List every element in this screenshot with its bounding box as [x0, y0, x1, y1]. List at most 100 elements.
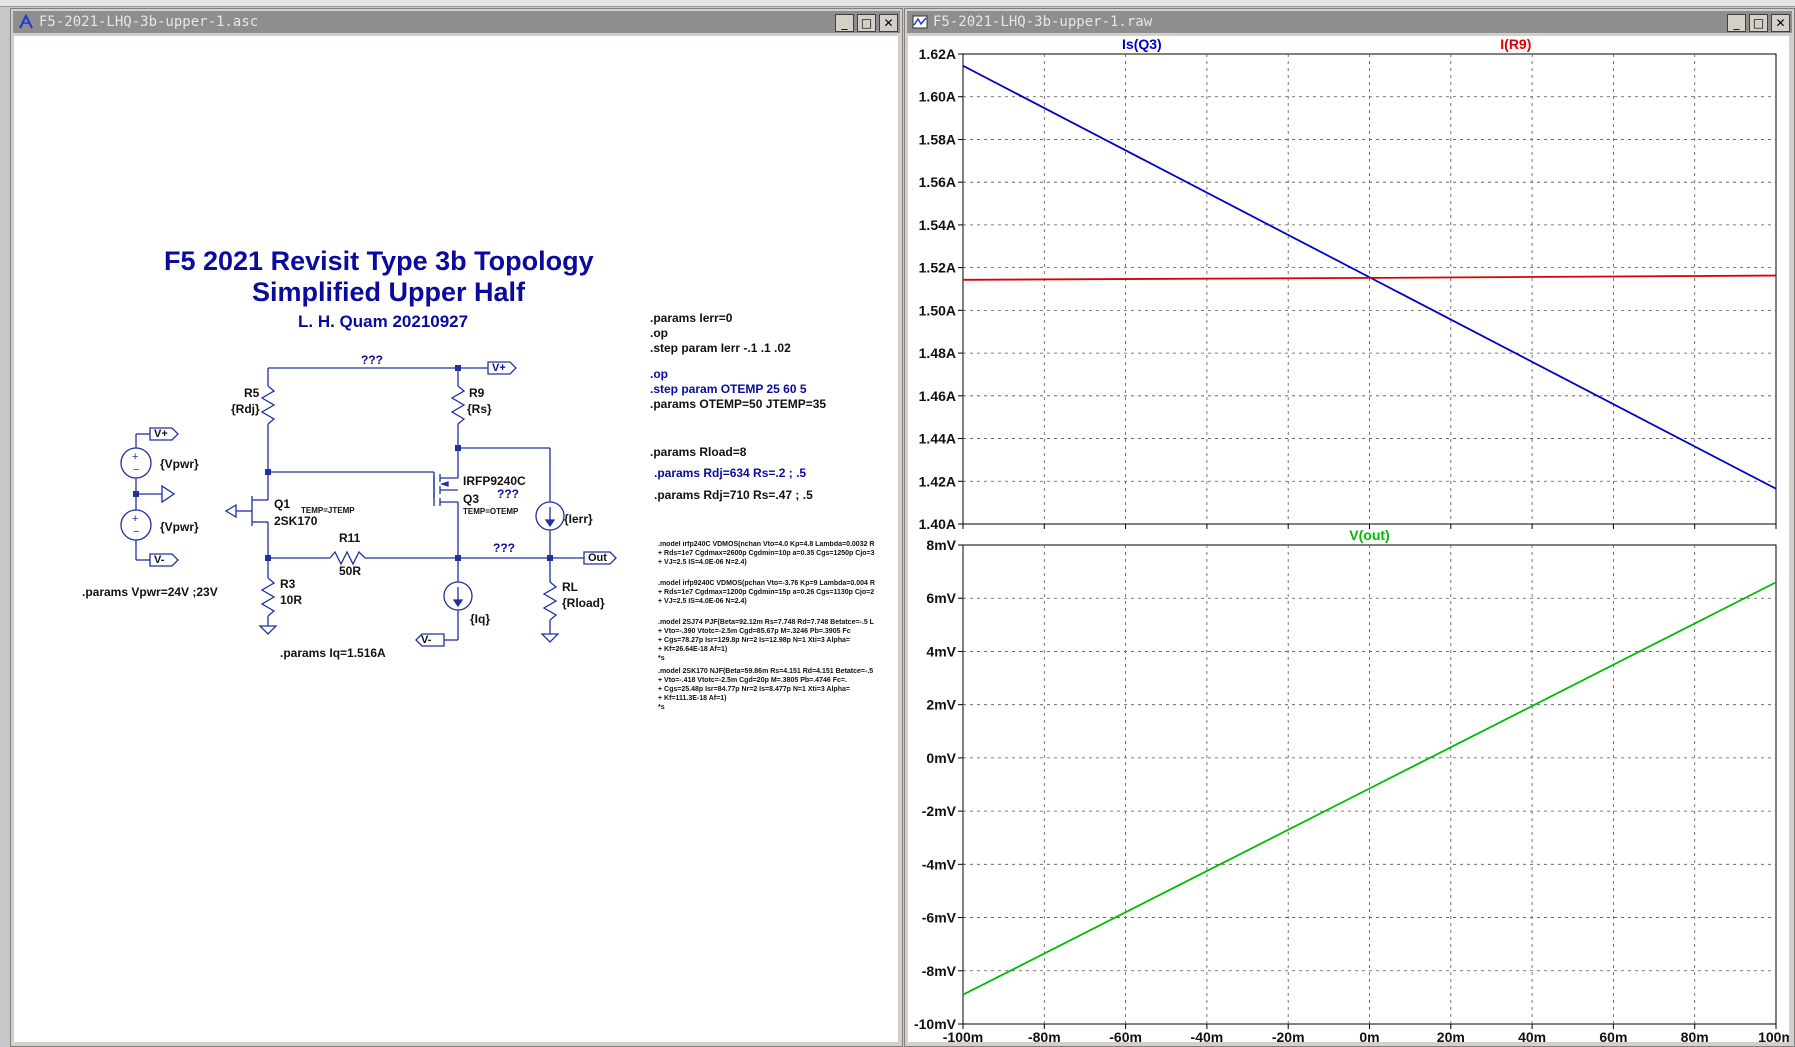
r5-name: R5	[244, 386, 260, 400]
ierr-value: {Ierr}	[564, 512, 593, 526]
y-tick-label: -6mV	[922, 910, 957, 926]
model-line: + VJ=2.5 IS=4.0E-06 N=2.4)	[658, 559, 747, 566]
r5-value: {Rdj}	[231, 402, 260, 416]
r3-name: R3	[280, 577, 296, 591]
model-line: .model irfp240C VDMOS(nchan Vto=4.0 Kp=4…	[658, 541, 875, 548]
schematic-window-title: F5-2021-LHQ-3b-upper-1.asc	[39, 14, 259, 30]
schematic-titlebar[interactable]: F5-2021-LHQ-3b-upper-1.asc _ □ ✕	[13, 11, 900, 33]
x-tick-label: 20m	[1437, 1029, 1465, 1042]
x-tick-label: 80m	[1681, 1029, 1709, 1042]
svg-text:+: +	[132, 513, 138, 525]
trace-label: I(R9)	[1500, 36, 1531, 52]
waveform-plot[interactable]: 1.40A 1.42A 1.44A 1.46A 1.48A 1.50A 1.52A 1.54A…	[908, 36, 1789, 1042]
x-tick-label: 40m	[1518, 1029, 1546, 1042]
x-tick-label: -40m	[1191, 1029, 1224, 1042]
model-line: + Kf=26.64E-18 Af=1)	[658, 646, 728, 653]
q3-name: Q3	[463, 492, 480, 506]
y-tick-label: 1.50A	[919, 302, 956, 318]
flag-vplus-label: V+	[492, 362, 506, 374]
x-tick-label: 60m	[1599, 1029, 1627, 1042]
model-line: + Cgs=78.27p Isr=129.8p Nr=2 Is=12.98p N…	[658, 637, 850, 644]
minimize-button[interactable]: _	[835, 14, 854, 32]
model-line: + Rds=1e7 Cgdmax=2600p Cgdmin=10p a=0.35…	[658, 550, 875, 557]
vpwr-directive: .params Vpwr=24V ;23V	[82, 585, 218, 599]
waveform-window: F5-2021-LHQ-3b-upper-1.raw _ □ ✕ 1.40A 1.…	[904, 8, 1795, 1047]
y-tick-label: 1.44A	[919, 431, 956, 447]
q3-temp: TEMP=OTEMP	[463, 507, 519, 516]
schematic-heading-line2: Simplified Upper Half	[252, 277, 526, 307]
iq-directive: .params Iq=1.516A	[280, 646, 386, 660]
r11-name: R11	[339, 531, 361, 545]
r9-resistor	[450, 385, 466, 425]
flag-out-label: Out	[588, 552, 607, 564]
unknown-label-out: ???	[493, 541, 515, 555]
op-directive-1: .op	[650, 326, 668, 340]
iq-value: {Iq}	[470, 612, 491, 626]
y-tick-label: -8mV	[922, 963, 957, 979]
unknown-label-top: ???	[361, 353, 383, 367]
model-definitions: .model irfp240C VDMOS(nchan Vto=4.0 Kp=4…	[658, 541, 898, 741]
y-tick-label: -4mV	[922, 856, 957, 872]
waveform-titlebar[interactable]: F5-2021-LHQ-3b-upper-1.raw _ □ ✕	[907, 11, 1792, 33]
model-line: + Rds=1e7 Cgdmax=1200p Cgdmin=15p a=0.26…	[658, 589, 875, 596]
y-tick-label: 4mV	[926, 643, 956, 659]
q1-model: 2SK170	[274, 514, 318, 528]
ierr-directive: .params Ierr=0	[650, 311, 733, 325]
r11-value: 50R	[339, 564, 362, 578]
circuit-diagram: +− +−	[120, 361, 617, 647]
maximize-button[interactable]: □	[857, 14, 876, 32]
rdj-directive-1: .params Rdj=634 Rs=.2 ; .5	[654, 466, 807, 480]
schematic-window: F5-2021-LHQ-3b-upper-1.asc _ □ ✕	[10, 8, 903, 1047]
maximize-button[interactable]: □	[1749, 14, 1768, 32]
svg-text:−: −	[133, 526, 139, 538]
x-tick-label: -20m	[1272, 1029, 1305, 1042]
y-tick-label: 8mV	[926, 537, 956, 553]
svg-text:−: −	[133, 464, 139, 476]
r11-resistor	[329, 550, 366, 566]
schematic-canvas[interactable]: + − + − F5 2021 Revisi	[14, 36, 898, 1042]
model-line: *s	[658, 655, 665, 662]
r5-resistor	[260, 385, 276, 425]
waveform-window-title: F5-2021-LHQ-3b-upper-1.raw	[933, 14, 1153, 30]
series-line	[962, 274, 1777, 281]
step-otemp-directive: .step param OTEMP 25 60 5	[650, 382, 807, 396]
y-tick-label: 6mV	[926, 590, 956, 606]
q3-model: IRFP9240C	[463, 474, 526, 488]
model-line: .model irfp9240C VDMOS(pchan Vto=-3.76 K…	[658, 580, 875, 587]
y-tick-label: 1.62A	[919, 46, 956, 62]
flag-vminus-supply-label: V-	[154, 554, 165, 566]
y-tick-label: 0mV	[926, 750, 956, 766]
model-line: .model 2SK170 NJF(Beta=59.86m Rs=4.151 R…	[658, 668, 874, 675]
schematic-author: L. H. Quam 20210927	[298, 312, 469, 331]
model-line: + Vto=-.390 Vtotc=-2.5m Cgd=85.67p M=.32…	[658, 628, 851, 635]
y-tick-label: 1.40A	[919, 516, 956, 532]
step-ierr-directive: .step param Ierr -.1 .1 .02	[650, 341, 791, 355]
x-tick-label: 100m	[1758, 1029, 1789, 1042]
svg-text:+: +	[132, 451, 138, 463]
close-button[interactable]: ✕	[1771, 14, 1790, 32]
model-line: + VJ=2.5 IS=4.0E-06 N=2.4)	[658, 598, 747, 605]
y-tick-label: 1.42A	[919, 473, 956, 489]
unknown-label-q3: ???	[497, 487, 519, 501]
y-tick-label: 1.52A	[919, 260, 956, 276]
waveform-viewer-icon	[912, 15, 928, 29]
x-tick-label: 0m	[1359, 1029, 1379, 1042]
waveform-canvas[interactable]: 1.40A 1.42A 1.44A 1.46A 1.48A 1.50A 1.52A 1.54A…	[908, 36, 1789, 1042]
rl-resistor	[542, 581, 558, 621]
minimize-button[interactable]: _	[1727, 14, 1746, 32]
ltspice-schematic-icon	[19, 14, 33, 29]
series-line	[962, 581, 1777, 996]
rload-directive: .params Rload=8	[650, 445, 747, 459]
r3-resistor	[260, 577, 276, 617]
y-tick-label: 1.48A	[919, 345, 956, 361]
x-tick-label: -60m	[1109, 1029, 1142, 1042]
close-button[interactable]: ✕	[879, 14, 898, 32]
model-line: .model 2SJ74 PJF(Beta=92.12m Rs=7.748 Rd…	[658, 619, 874, 626]
x-tick-label: -80m	[1028, 1029, 1061, 1042]
r9-value: {Rs}	[467, 402, 492, 416]
model-line: + Kf=111.3E-18 Af=1)	[658, 695, 727, 702]
x-tick-label: -100m	[943, 1029, 983, 1042]
q1-name: Q1	[274, 497, 291, 511]
vpwr-bottom-value: {Vpwr}	[160, 520, 199, 534]
vpwr-top-value: {Vpwr}	[160, 457, 199, 471]
